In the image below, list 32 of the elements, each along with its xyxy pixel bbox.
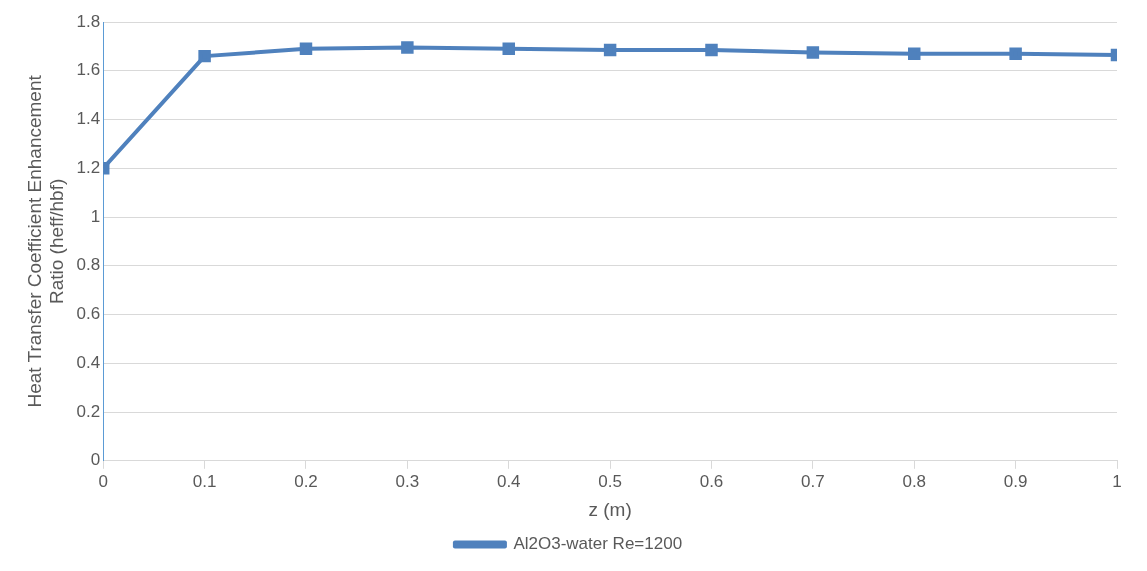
x-axis-title: z (m) xyxy=(588,498,632,520)
y-tick-label: 1.2 xyxy=(76,157,101,177)
x-tick-label: 0.3 xyxy=(395,471,420,491)
y-tick-label: 1.6 xyxy=(76,60,101,80)
x-tick-label: 1 xyxy=(1112,471,1122,491)
point xyxy=(908,47,921,60)
point xyxy=(502,42,515,56)
point xyxy=(603,43,617,57)
y-tick-label: 0.6 xyxy=(76,304,101,324)
legend-label: Al2O3-water Re=1200 xyxy=(513,534,683,554)
point xyxy=(806,46,820,59)
point xyxy=(198,49,211,63)
x-tick-label: 0.9 xyxy=(1003,471,1028,491)
y-tick-label: 1.4 xyxy=(76,109,101,129)
y-tick-label: 0 xyxy=(90,450,101,470)
x-tick-label: 0.8 xyxy=(902,471,927,491)
x-tick-label: 0.5 xyxy=(598,471,622,491)
y-tick-label: 1 xyxy=(90,206,101,226)
y-axis-title: Heat Transfer Coefficient Enhancement Ratio (heff/hbf) xyxy=(23,74,68,408)
y-tick-label: 1.8 xyxy=(76,11,101,31)
point xyxy=(1009,47,1022,60)
x-tick-label: 0.6 xyxy=(699,471,724,491)
y-tick-label: 0.2 xyxy=(76,401,101,421)
x-tick-label: 0.1 xyxy=(192,471,217,491)
point xyxy=(401,41,414,54)
x-tick-label: 0.7 xyxy=(801,471,825,491)
x-tick-label: 0.2 xyxy=(294,471,318,491)
point xyxy=(705,43,718,57)
y-tick-label: 0.4 xyxy=(76,352,101,372)
x-tick-label: 0.4 xyxy=(496,471,521,491)
point xyxy=(299,42,313,56)
y-tick-label: 0.8 xyxy=(76,255,101,275)
